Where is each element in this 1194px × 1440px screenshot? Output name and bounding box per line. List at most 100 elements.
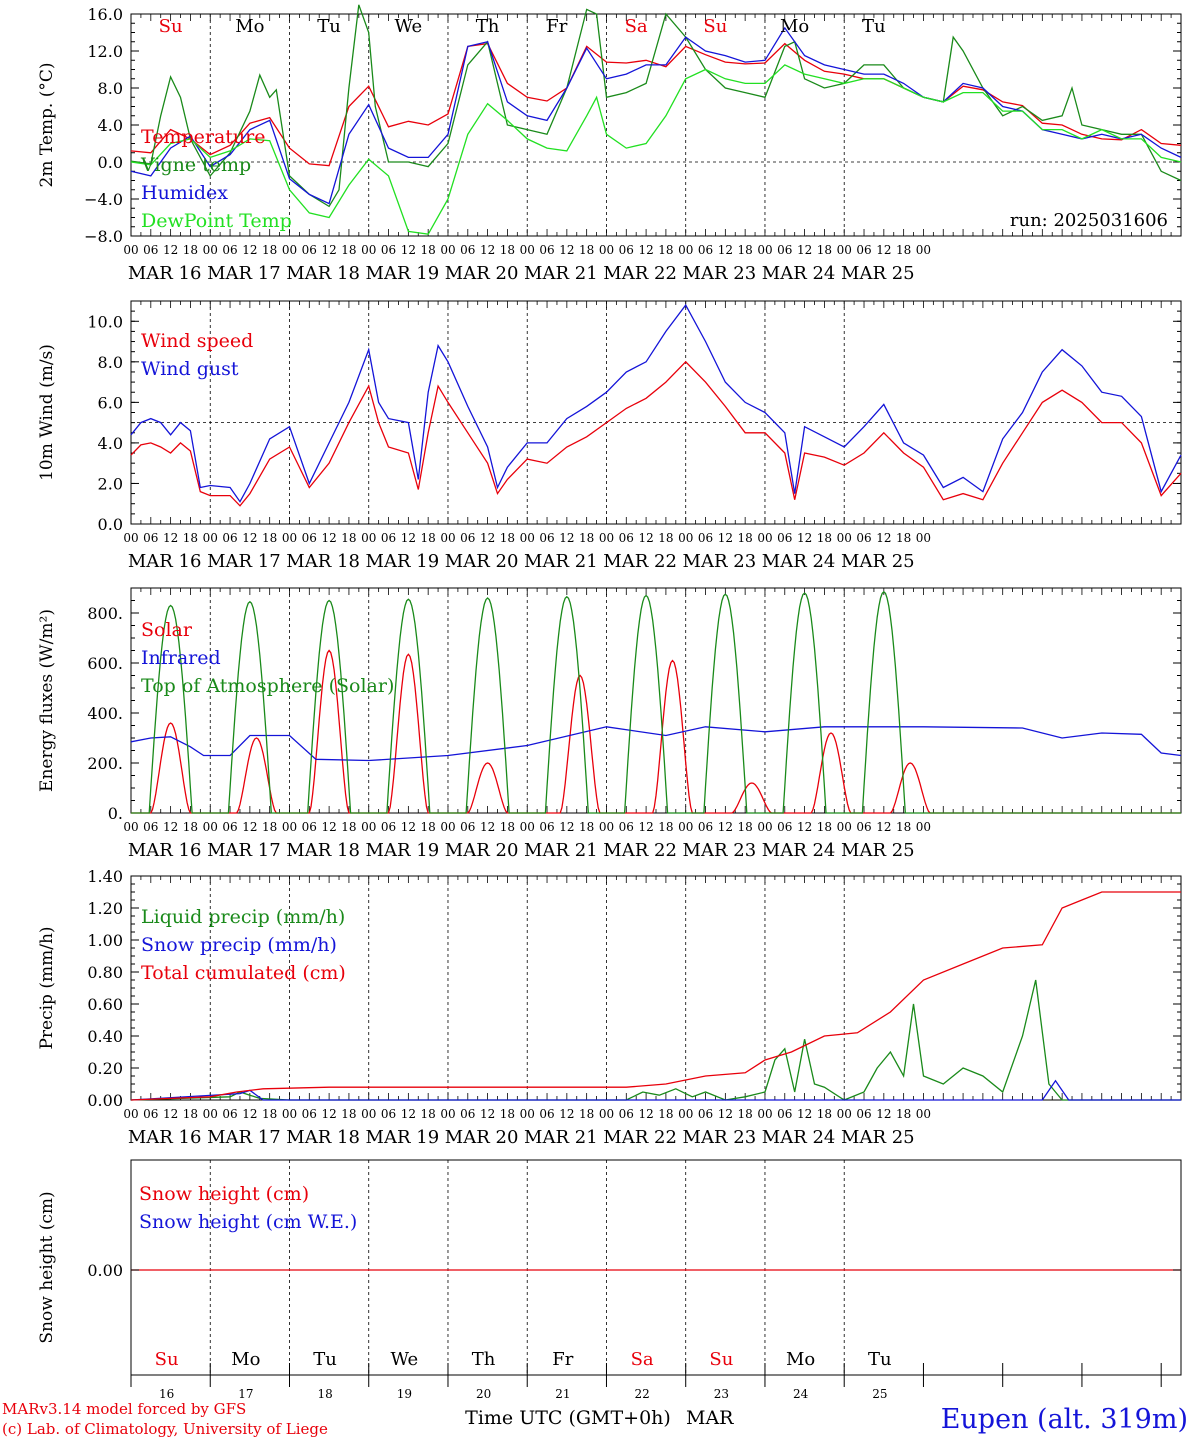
hour-tick-label: 00 (203, 1107, 218, 1121)
hour-tick-label: 18 (738, 531, 753, 545)
date-label: MAR 24 (762, 840, 836, 861)
hour-tick-label: 12 (718, 1107, 733, 1121)
hour-tick-label: 06 (777, 1107, 792, 1121)
day-number: 20 (476, 1387, 491, 1401)
hour-tick-label: 06 (619, 820, 634, 834)
hour-tick-label: 12 (797, 1107, 812, 1121)
day-name-top: Tu (317, 16, 341, 37)
hour-tick-label: 12 (876, 531, 891, 545)
day-number: 17 (238, 1387, 253, 1401)
y-tick-label: 2.0 (98, 474, 123, 493)
y-axis-label: Precip (mm/h) (37, 926, 57, 1049)
series-line-humidex (130, 26, 1182, 205)
hour-tick-label: 06 (619, 531, 634, 545)
hour-tick-label: 12 (163, 1107, 178, 1121)
hour-tick-label: 00 (203, 243, 218, 257)
hour-tick-label: 06 (381, 1107, 396, 1121)
hour-tick-label: 06 (856, 243, 871, 257)
hour-tick-label: 12 (876, 243, 891, 257)
hour-tick-label: 18 (658, 243, 673, 257)
day-name-top: Fr (546, 16, 567, 37)
hour-tick-label: 18 (262, 243, 277, 257)
hour-tick-label: 00 (123, 531, 138, 545)
model-credit: MARv3.14 model forced by GFS (2, 1400, 246, 1418)
hour-tick-label: 00 (440, 1107, 455, 1121)
hour-tick-label: 12 (876, 1107, 891, 1121)
hour-tick-label: 06 (143, 243, 158, 257)
hour-tick-label: 12 (163, 243, 178, 257)
hour-tick-label: 00 (757, 820, 772, 834)
hour-tick-label: 06 (856, 820, 871, 834)
hour-tick-label: 00 (203, 531, 218, 545)
hour-tick-label: 12 (480, 243, 495, 257)
hour-tick-label: 18 (341, 820, 356, 834)
hour-tick-label: 00 (361, 531, 376, 545)
date-label: MAR 17 (207, 1127, 281, 1148)
hour-tick-label: 18 (183, 531, 198, 545)
hour-tick-label: 00 (837, 243, 852, 257)
hour-tick-label: 12 (797, 820, 812, 834)
hour-tick-label: 12 (559, 1107, 574, 1121)
day-name-top: Su (159, 16, 183, 37)
day-name-bottom: Su (709, 1349, 733, 1370)
y-axis-label: 10m Wind (m/s) (37, 344, 57, 481)
plot-frame (130, 587, 1182, 814)
day-name-top: Th (476, 16, 500, 37)
hour-tick-label: 00 (203, 820, 218, 834)
hour-tick-label: 00 (361, 1107, 376, 1121)
y-tick-label: 16.0 (87, 5, 123, 24)
legend-entry: Wind gust (141, 358, 239, 380)
day-name-bottom: We (391, 1349, 419, 1370)
hour-tick-label: 06 (698, 243, 713, 257)
series-line-infrared (130, 726, 1182, 762)
y-tick-label: 4.0 (98, 116, 123, 135)
y-tick-label: −4.0 (84, 190, 123, 209)
y-tick-label: 1.00 (87, 931, 123, 950)
day-name-bottom: Tu (313, 1349, 337, 1370)
hour-tick-label: 12 (876, 820, 891, 834)
day-name-bottom: Su (155, 1349, 179, 1370)
hour-tick-label: 00 (678, 820, 693, 834)
date-label: MAR 21 (524, 1127, 598, 1148)
hour-tick-label: 06 (222, 243, 237, 257)
date-label: MAR 22 (603, 551, 677, 572)
date-label: MAR 16 (128, 551, 202, 572)
day-number: 18 (317, 1387, 332, 1401)
hour-tick-label: 00 (282, 243, 297, 257)
hour-tick-label: 00 (678, 1107, 693, 1121)
hour-tick-label: 18 (341, 1107, 356, 1121)
date-label: MAR 20 (445, 551, 519, 572)
hour-tick-label: 00 (440, 820, 455, 834)
day-name-bottom: Fr (552, 1349, 573, 1370)
hour-tick-label: 00 (678, 531, 693, 545)
hour-tick-label: 00 (282, 1107, 297, 1121)
date-label: MAR 20 (445, 263, 519, 284)
day-name-top: Mo (780, 16, 809, 37)
y-tick-label: 0.60 (87, 995, 123, 1014)
hour-tick-label: 06 (222, 1107, 237, 1121)
hour-tick-label: 12 (718, 820, 733, 834)
hour-tick-label: 12 (401, 531, 416, 545)
series-line-wind-speed (130, 360, 1182, 507)
y-tick-label: 800. (87, 604, 123, 623)
hour-tick-label: 06 (222, 531, 237, 545)
date-label: MAR 24 (762, 263, 836, 284)
hour-tick-label: 12 (480, 1107, 495, 1121)
legend-entry: Solar (141, 619, 193, 641)
hour-tick-label: 06 (539, 1107, 554, 1121)
date-label: MAR 19 (366, 551, 440, 572)
hour-tick-label: 06 (460, 531, 475, 545)
date-label: MAR 18 (286, 1127, 360, 1148)
date-label: MAR 17 (207, 840, 281, 861)
hour-tick-label: 18 (896, 1107, 911, 1121)
hour-tick-label: 06 (302, 531, 317, 545)
date-label: MAR 25 (841, 263, 915, 284)
date-label: MAR 25 (841, 1127, 915, 1148)
lab-credit: (c) Lab. of Climatology, University of L… (2, 1420, 328, 1438)
date-label: MAR 19 (366, 840, 440, 861)
hour-tick-label: 18 (817, 1107, 832, 1121)
hour-tick-label: 00 (678, 243, 693, 257)
legend-entry: DewPoint Temp (141, 210, 292, 232)
hour-tick-label: 00 (757, 243, 772, 257)
